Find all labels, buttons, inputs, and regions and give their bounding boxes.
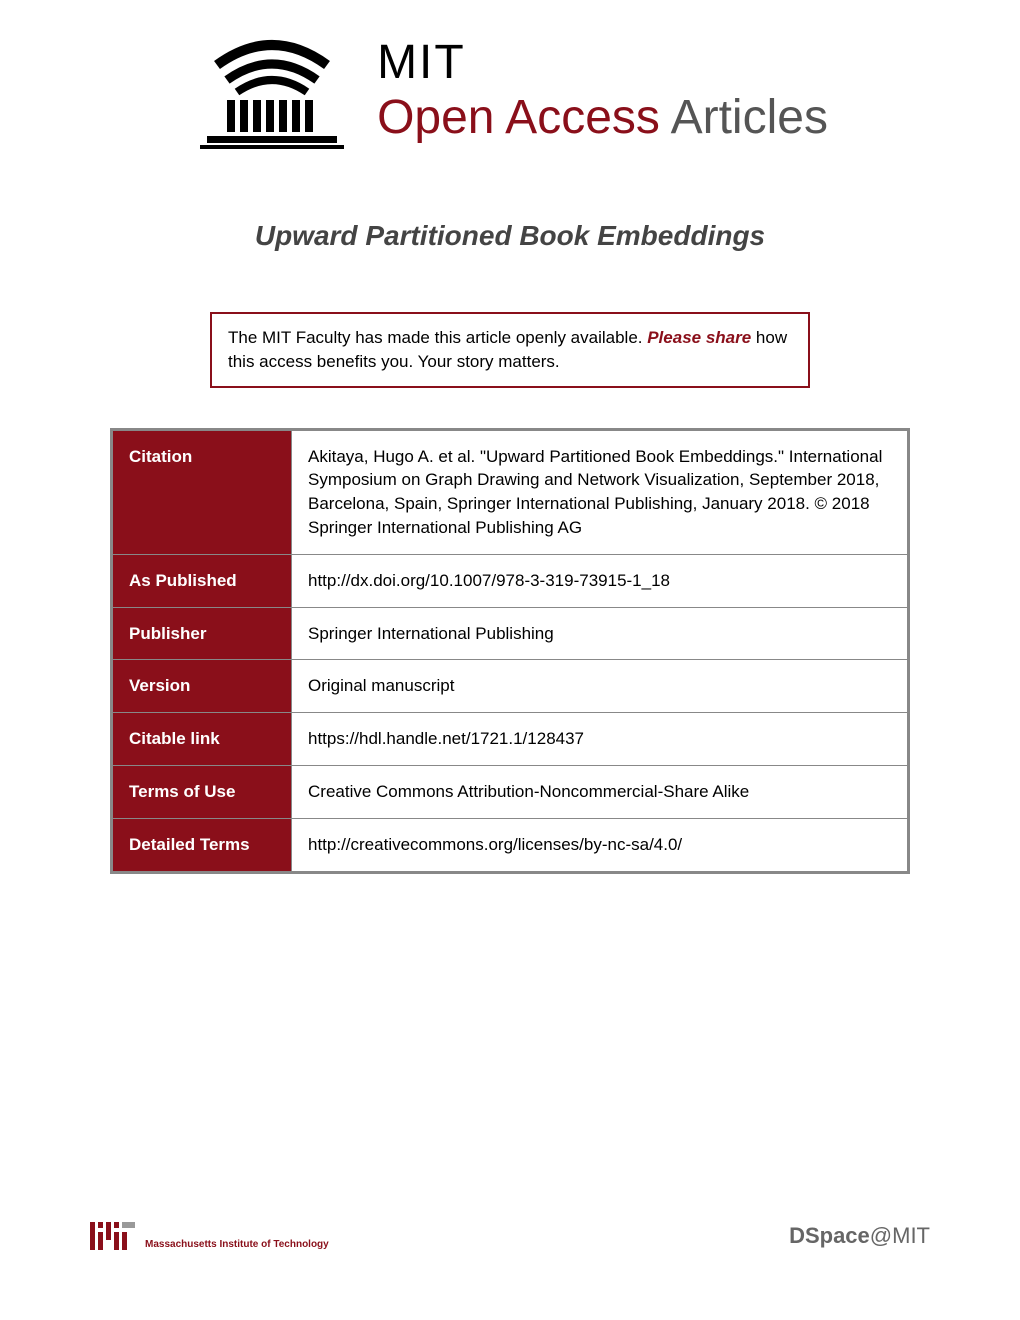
table-row: Citation Akitaya, Hugo A. et al. "Upward… <box>112 429 909 554</box>
citation-label: Citation <box>112 429 292 554</box>
table-row: Terms of Use Creative Commons Attributio… <box>112 765 909 818</box>
header-subtitle: Open Access Articles <box>377 90 828 145</box>
header-text-block: MIT Open Access Articles <box>377 35 828 145</box>
mit-dome-icon <box>192 30 352 150</box>
article-title: Upward Partitioned Book Embeddings <box>0 220 1020 252</box>
as-published-value[interactable]: http://dx.doi.org/10.1007/978-3-319-7391… <box>292 554 909 607</box>
dspace-label[interactable]: DSpace@MIT <box>789 1223 930 1249</box>
publisher-value: Springer International Publishing <box>292 607 909 660</box>
table-row: Publisher Springer International Publish… <box>112 607 909 660</box>
articles-text: Articles <box>660 91 828 144</box>
table-row: Version Original manuscript <box>112 660 909 713</box>
version-label: Version <box>112 660 292 713</box>
open-access-text: Open Access <box>377 91 660 144</box>
notice-text-before: The MIT Faculty has made this article op… <box>228 328 647 347</box>
version-value: Original manuscript <box>292 660 909 713</box>
terms-value: Creative Commons Attribution-Noncommerci… <box>292 765 909 818</box>
as-published-label: As Published <box>112 554 292 607</box>
publisher-label: Publisher <box>112 607 292 660</box>
page-footer: Massachusetts Institute of Technology DS… <box>0 1222 1020 1250</box>
terms-label: Terms of Use <box>112 765 292 818</box>
metadata-table: Citation Akitaya, Hugo A. et al. "Upward… <box>110 428 910 874</box>
footer-mit-text: Massachusetts Institute of Technology <box>145 1239 329 1250</box>
share-notice-box: The MIT Faculty has made this article op… <box>210 312 810 388</box>
detailed-terms-label: Detailed Terms <box>112 818 292 872</box>
table-row: As Published http://dx.doi.org/10.1007/9… <box>112 554 909 607</box>
page-header: MIT Open Access Articles <box>0 0 1020 170</box>
header-mit-label: MIT <box>377 35 828 90</box>
footer-left: Massachusetts Institute of Technology <box>90 1222 329 1250</box>
table-row: Detailed Terms http://creativecommons.or… <box>112 818 909 872</box>
table-row: Citable link https://hdl.handle.net/1721… <box>112 713 909 766</box>
citable-link-label: Citable link <box>112 713 292 766</box>
citation-value: Akitaya, Hugo A. et al. "Upward Partitio… <box>292 429 909 554</box>
detailed-terms-value[interactable]: http://creativecommons.org/licenses/by-n… <box>292 818 909 872</box>
mit-logo-icon <box>90 1222 135 1250</box>
please-share-link[interactable]: Please share <box>647 328 751 347</box>
citable-link-value[interactable]: https://hdl.handle.net/1721.1/128437 <box>292 713 909 766</box>
